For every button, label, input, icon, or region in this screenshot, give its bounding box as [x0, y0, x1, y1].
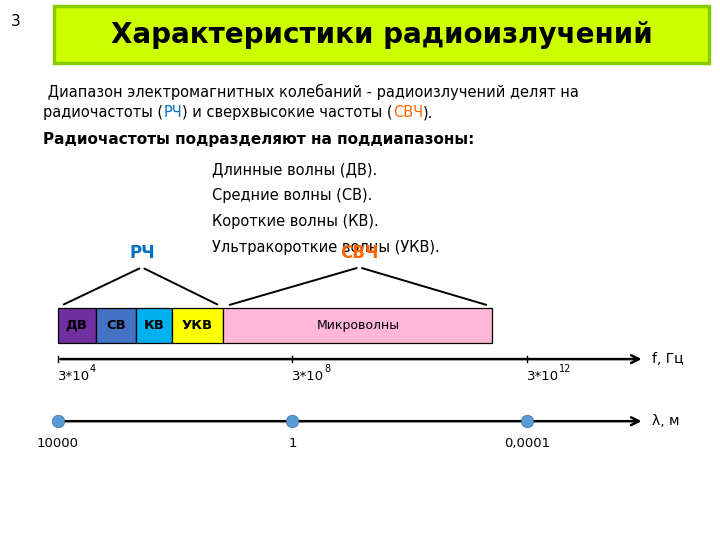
Text: 3*10: 3*10: [58, 370, 90, 383]
Bar: [96, 308, 136, 343]
Text: СВ: СВ: [106, 319, 126, 332]
Text: РЧ: РЧ: [129, 244, 155, 262]
Text: λ, м: λ, м: [652, 414, 679, 428]
Text: УКВ: УКВ: [182, 319, 213, 332]
Text: 12: 12: [559, 364, 572, 375]
Text: Диапазон электромагнитных колебаний - радиоизлучений делят на: Диапазон электромагнитных колебаний - ра…: [43, 84, 579, 100]
Text: Ультракороткие волны (УКВ).: Ультракороткие волны (УКВ).: [212, 240, 440, 255]
Text: 0,0001: 0,0001: [504, 437, 550, 450]
Text: Радиочастоты подразделяют на поддиапазоны:: Радиочастоты подразделяют на поддиапазон…: [43, 132, 474, 147]
Bar: [223, 308, 492, 343]
FancyBboxPatch shape: [54, 6, 709, 63]
Text: 3*10: 3*10: [527, 370, 559, 383]
Text: Микроволны: Микроволны: [316, 319, 400, 332]
Text: 10000: 10000: [37, 437, 78, 450]
Text: Средние волны (СВ).: Средние волны (СВ).: [212, 188, 373, 203]
Text: радиочастоты (: радиочастоты (: [43, 105, 163, 120]
Text: РЧ: РЧ: [163, 105, 182, 120]
Text: СВЧ: СВЧ: [392, 105, 423, 120]
Text: ДВ: ДВ: [66, 319, 88, 332]
Bar: [172, 308, 223, 343]
Text: ) и сверхвысокие частоты (: ) и сверхвысокие частоты (: [182, 105, 392, 120]
Text: 3*10: 3*10: [292, 370, 325, 383]
Text: Характеристики радиоизлучений: Характеристики радиоизлучений: [111, 21, 652, 49]
Text: Длинные волны (ДВ).: Длинные волны (ДВ).: [212, 162, 378, 177]
Text: 1: 1: [288, 437, 297, 450]
Text: СВЧ: СВЧ: [340, 244, 379, 262]
Text: КВ: КВ: [144, 319, 165, 332]
Text: 8: 8: [325, 364, 330, 375]
Bar: [136, 308, 172, 343]
Text: 3: 3: [11, 14, 21, 29]
Text: Короткие волны (КВ).: Короткие волны (КВ).: [212, 214, 379, 229]
Text: f, Гц: f, Гц: [652, 352, 683, 366]
Text: 4: 4: [90, 364, 96, 375]
Text: ).: ).: [423, 105, 433, 120]
Bar: [58, 308, 96, 343]
